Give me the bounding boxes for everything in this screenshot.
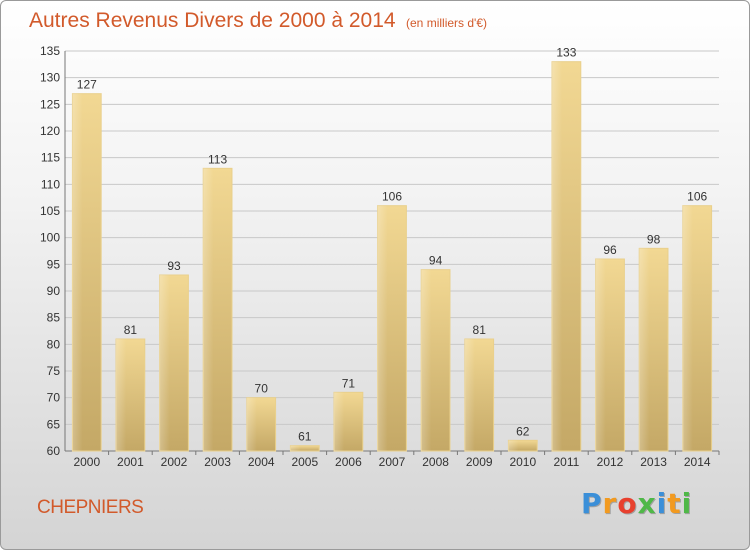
- bar-highlight: [464, 339, 475, 451]
- y-tick-label: 125: [40, 97, 60, 111]
- bar-highlight: [377, 205, 388, 451]
- logo-letter: o: [617, 487, 638, 520]
- bar-highlight: [421, 269, 432, 451]
- y-tick-label: 105: [40, 204, 60, 218]
- x-tick-label: 2005: [291, 455, 318, 469]
- bar-highlight: [159, 275, 170, 451]
- data-label: 106: [382, 190, 402, 204]
- data-label: 94: [429, 254, 443, 268]
- data-label: 133: [556, 46, 576, 60]
- x-tick-label: 2003: [204, 455, 231, 469]
- y-tick-label: 60: [47, 444, 61, 458]
- y-tick-label: 85: [47, 311, 61, 325]
- x-tick-label: 2000: [73, 455, 100, 469]
- y-tick-label: 120: [40, 124, 60, 138]
- data-label: 61: [298, 430, 312, 444]
- bar-highlight: [246, 397, 257, 451]
- bar-highlight: [595, 259, 606, 451]
- x-tick-label: 2007: [379, 455, 406, 469]
- data-label: 62: [516, 424, 530, 438]
- logo-letter: r: [602, 487, 618, 520]
- x-tick-label: 2004: [248, 455, 275, 469]
- proxiti-logo[interactable]: Proxiti: [581, 487, 692, 520]
- y-tick-label: 100: [40, 231, 60, 245]
- x-tick-label: 2014: [684, 455, 711, 469]
- y-tick-label: 135: [40, 44, 60, 58]
- bar-highlight: [639, 248, 650, 451]
- bar-highlight: [72, 93, 83, 452]
- bar-highlight: [334, 392, 345, 451]
- chart-title: Autres Revenus Divers de 2000 à 2014: [29, 9, 396, 32]
- logo-letter: i: [656, 487, 668, 520]
- data-label: 81: [473, 323, 487, 337]
- y-tick-label: 65: [47, 417, 61, 431]
- y-tick-label: 110: [41, 177, 60, 191]
- x-tick-label: 2006: [335, 455, 362, 469]
- data-label: 81: [124, 323, 138, 337]
- bar-highlight: [552, 61, 563, 452]
- data-label: 106: [687, 190, 707, 204]
- bar-highlight: [508, 440, 519, 451]
- y-tick-label: 90: [47, 284, 61, 298]
- data-label: 71: [342, 376, 356, 390]
- bar-highlight: [682, 205, 693, 451]
- logo-letter: P: [581, 487, 603, 520]
- x-tick-label: 2010: [509, 455, 536, 469]
- x-tick-label: 2002: [161, 455, 188, 469]
- x-tick-label: 2013: [640, 455, 667, 469]
- chart-subtitle: (en milliers d'€): [406, 16, 487, 30]
- bar-highlight: [290, 445, 301, 451]
- data-label: 70: [255, 382, 269, 396]
- logo-letter: t: [667, 487, 682, 520]
- data-label: 113: [208, 152, 227, 166]
- data-label: 127: [77, 78, 97, 92]
- logo-letter: i: [681, 487, 693, 520]
- x-tick-label: 2011: [553, 455, 579, 469]
- data-label: 98: [647, 232, 661, 246]
- logo-letter: x: [637, 487, 657, 520]
- bar-highlight: [116, 339, 127, 451]
- y-tick-label: 95: [47, 257, 61, 271]
- data-label: 96: [603, 243, 617, 257]
- x-tick-label: 2008: [422, 455, 449, 469]
- y-tick-label: 70: [47, 391, 61, 405]
- x-tick-label: 2001: [117, 455, 144, 469]
- y-tick-label: 75: [47, 364, 61, 378]
- y-tick-label: 130: [40, 71, 60, 85]
- y-tick-label: 115: [41, 151, 60, 165]
- chart-title-row: Autres Revenus Divers de 2000 à 2014 (en…: [29, 9, 487, 33]
- data-label: 93: [167, 259, 181, 273]
- x-tick-label: 2009: [466, 455, 493, 469]
- commune-name: CHEPNIERS: [37, 497, 144, 518]
- bar-highlight: [203, 168, 214, 452]
- y-tick-label: 80: [47, 337, 61, 351]
- x-tick-label: 2012: [597, 455, 624, 469]
